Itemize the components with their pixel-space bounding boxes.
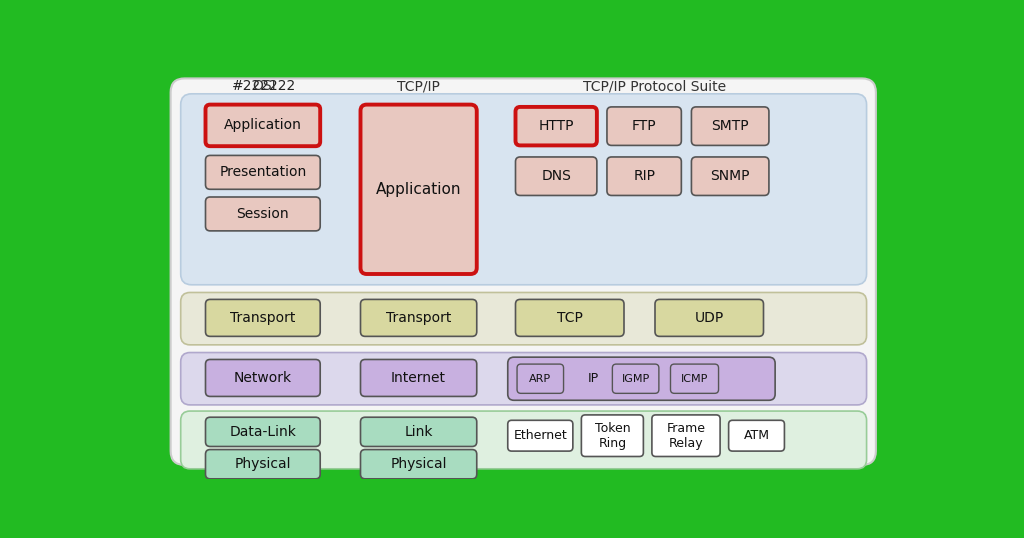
FancyBboxPatch shape [607,157,681,195]
Text: Session: Session [237,207,289,221]
FancyBboxPatch shape [729,420,784,451]
Text: TCP: TCP [557,311,583,325]
FancyBboxPatch shape [517,364,563,393]
Text: Token
Ring: Token Ring [595,422,630,450]
FancyBboxPatch shape [508,357,775,400]
Text: Presentation: Presentation [219,165,306,179]
Text: Application: Application [376,182,462,197]
FancyBboxPatch shape [206,359,321,397]
Text: DNS: DNS [542,169,571,183]
FancyBboxPatch shape [508,420,572,451]
Text: Ethernet: Ethernet [513,429,567,442]
Text: IGMP: IGMP [622,374,650,384]
FancyBboxPatch shape [206,197,321,231]
FancyBboxPatch shape [206,300,321,336]
FancyBboxPatch shape [582,415,643,456]
FancyBboxPatch shape [652,415,720,456]
Text: Frame
Relay: Frame Relay [667,422,706,450]
FancyBboxPatch shape [515,157,597,195]
Text: Physical: Physical [234,457,291,471]
Text: Transport: Transport [386,311,452,325]
FancyBboxPatch shape [515,107,597,145]
Text: ATM: ATM [743,429,769,442]
Text: IP: IP [588,372,599,385]
FancyBboxPatch shape [691,107,769,145]
FancyBboxPatch shape [515,300,624,336]
FancyBboxPatch shape [171,79,876,465]
Text: Data-Link: Data-Link [229,425,296,439]
FancyBboxPatch shape [206,155,321,189]
Text: Physical: Physical [390,457,446,471]
FancyBboxPatch shape [180,411,866,469]
Text: ICMP: ICMP [681,374,709,384]
FancyBboxPatch shape [612,364,658,393]
Text: Link: Link [404,425,433,439]
Text: HTTP: HTTP [539,119,573,133]
FancyBboxPatch shape [360,104,477,274]
Text: Internet: Internet [391,371,446,385]
Text: FTP: FTP [632,119,656,133]
FancyBboxPatch shape [360,359,477,397]
Text: ARP: ARP [529,374,551,384]
FancyBboxPatch shape [180,352,866,405]
FancyBboxPatch shape [206,450,321,479]
FancyBboxPatch shape [206,104,321,146]
FancyBboxPatch shape [180,293,866,345]
Text: TCP/IP: TCP/IP [397,79,440,93]
FancyBboxPatch shape [360,300,477,336]
Text: SMTP: SMTP [712,119,749,133]
Text: TCP/IP Protocol Suite: TCP/IP Protocol Suite [584,79,727,93]
Text: Application: Application [224,118,302,132]
FancyBboxPatch shape [360,450,477,479]
Text: Network: Network [233,371,292,385]
FancyBboxPatch shape [206,417,321,447]
FancyBboxPatch shape [607,107,681,145]
FancyBboxPatch shape [180,94,866,285]
FancyBboxPatch shape [671,364,719,393]
Text: OSI: OSI [252,79,275,93]
Text: Transport: Transport [230,311,296,325]
Text: SNMP: SNMP [711,169,750,183]
FancyBboxPatch shape [655,300,764,336]
Text: #222222: #222222 [231,79,296,93]
FancyBboxPatch shape [360,417,477,447]
Text: UDP: UDP [694,311,724,325]
Text: RIP: RIP [633,169,655,183]
FancyBboxPatch shape [691,157,769,195]
